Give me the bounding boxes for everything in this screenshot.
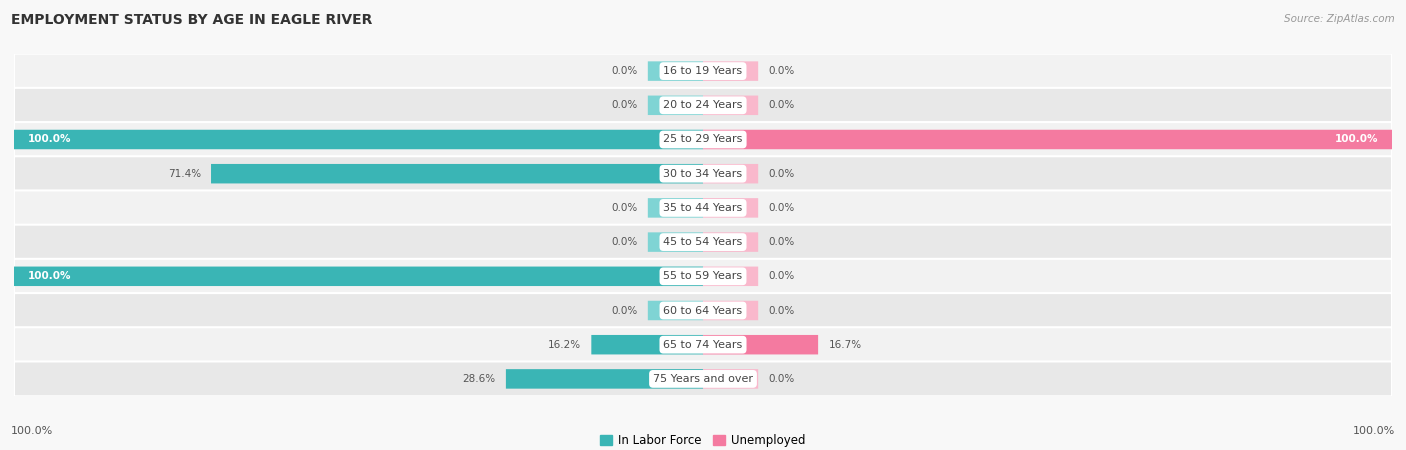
Text: 28.6%: 28.6% [463,374,496,384]
FancyBboxPatch shape [14,225,1392,260]
FancyBboxPatch shape [14,361,1392,396]
FancyBboxPatch shape [14,54,1392,89]
Text: 0.0%: 0.0% [769,203,794,213]
Legend: In Labor Force, Unemployed: In Labor Force, Unemployed [596,429,810,450]
Text: 100.0%: 100.0% [1353,427,1395,436]
FancyBboxPatch shape [703,266,758,286]
Text: 100.0%: 100.0% [1334,135,1378,144]
FancyBboxPatch shape [703,232,758,252]
Text: 0.0%: 0.0% [769,306,794,315]
Text: 45 to 54 Years: 45 to 54 Years [664,237,742,247]
Text: 0.0%: 0.0% [769,237,794,247]
Text: 100.0%: 100.0% [28,135,72,144]
FancyBboxPatch shape [648,301,703,320]
FancyBboxPatch shape [648,198,703,218]
FancyBboxPatch shape [211,164,703,184]
FancyBboxPatch shape [703,369,758,389]
FancyBboxPatch shape [14,190,1392,225]
FancyBboxPatch shape [14,259,1392,294]
FancyBboxPatch shape [648,95,703,115]
Text: 25 to 29 Years: 25 to 29 Years [664,135,742,144]
FancyBboxPatch shape [703,164,758,184]
FancyBboxPatch shape [14,122,1392,157]
FancyBboxPatch shape [703,301,758,320]
Text: 0.0%: 0.0% [769,66,794,76]
Text: 71.4%: 71.4% [167,169,201,179]
Text: 0.0%: 0.0% [769,169,794,179]
Text: 0.0%: 0.0% [612,66,637,76]
Text: 30 to 34 Years: 30 to 34 Years [664,169,742,179]
FancyBboxPatch shape [703,198,758,218]
Text: 65 to 74 Years: 65 to 74 Years [664,340,742,350]
Text: EMPLOYMENT STATUS BY AGE IN EAGLE RIVER: EMPLOYMENT STATUS BY AGE IN EAGLE RIVER [11,14,373,27]
Text: Source: ZipAtlas.com: Source: ZipAtlas.com [1284,14,1395,23]
Text: 100.0%: 100.0% [11,427,53,436]
FancyBboxPatch shape [648,232,703,252]
Text: 0.0%: 0.0% [612,306,637,315]
Text: 16.7%: 16.7% [828,340,862,350]
Text: 35 to 44 Years: 35 to 44 Years [664,203,742,213]
FancyBboxPatch shape [14,293,1392,328]
FancyBboxPatch shape [14,156,1392,191]
Text: 60 to 64 Years: 60 to 64 Years [664,306,742,315]
FancyBboxPatch shape [703,130,1392,149]
FancyBboxPatch shape [14,327,1392,362]
Text: 100.0%: 100.0% [28,271,72,281]
Text: 0.0%: 0.0% [612,237,637,247]
Text: 75 Years and over: 75 Years and over [652,374,754,384]
Text: 20 to 24 Years: 20 to 24 Years [664,100,742,110]
Text: 0.0%: 0.0% [769,271,794,281]
FancyBboxPatch shape [703,335,818,355]
FancyBboxPatch shape [703,95,758,115]
Text: 0.0%: 0.0% [769,100,794,110]
Text: 0.0%: 0.0% [612,203,637,213]
Text: 0.0%: 0.0% [612,100,637,110]
FancyBboxPatch shape [14,266,703,286]
Text: 16.2%: 16.2% [548,340,581,350]
FancyBboxPatch shape [14,130,703,149]
Text: 16 to 19 Years: 16 to 19 Years [664,66,742,76]
FancyBboxPatch shape [14,88,1392,123]
FancyBboxPatch shape [592,335,703,355]
FancyBboxPatch shape [648,61,703,81]
Text: 0.0%: 0.0% [769,374,794,384]
FancyBboxPatch shape [506,369,703,389]
Text: 55 to 59 Years: 55 to 59 Years [664,271,742,281]
FancyBboxPatch shape [703,61,758,81]
